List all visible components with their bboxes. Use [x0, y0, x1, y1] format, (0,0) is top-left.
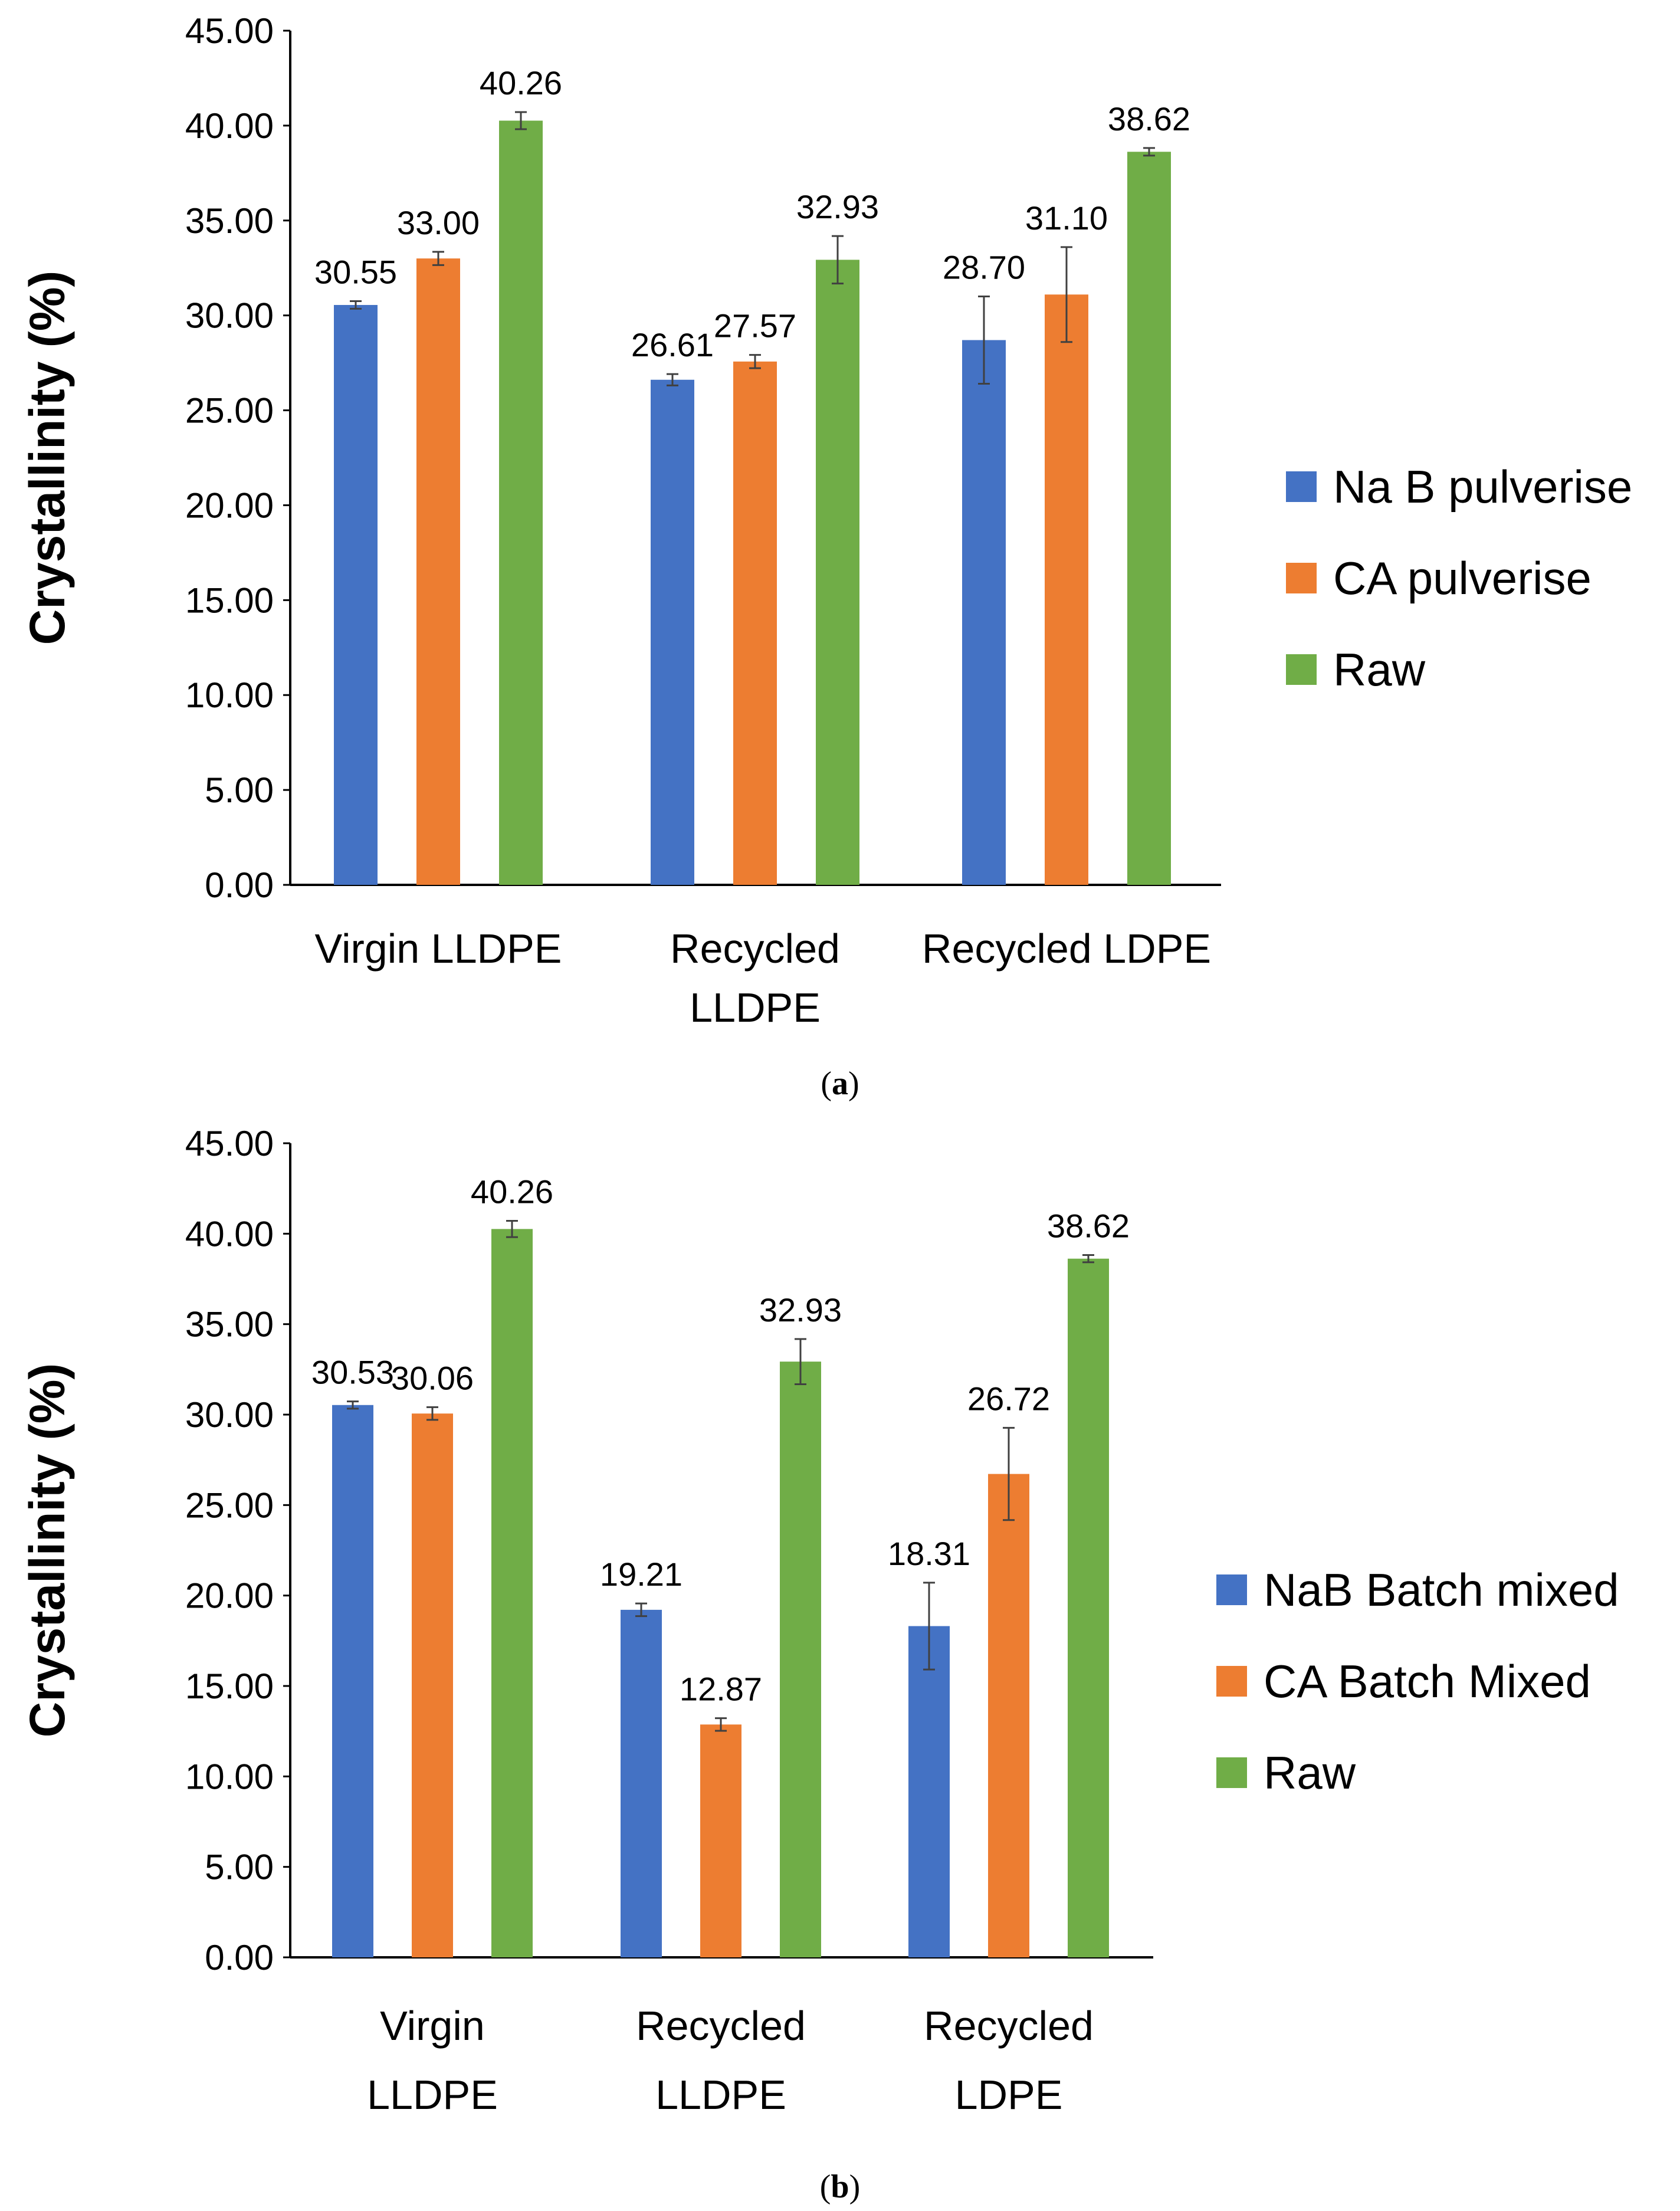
bar	[332, 1405, 373, 1957]
chart-panel-a: 0.00 5.00 10.00 15.00 20.00 25.00 30.00 35.00 40…	[19, 11, 1632, 1102]
y-tick-label: 45.00	[185, 11, 274, 51]
bar	[499, 121, 543, 885]
figure-caption: (b)	[820, 2169, 860, 2205]
y-tick-label: 45.00	[185, 1124, 274, 1163]
bar	[416, 258, 460, 885]
y-tick-label: 30.00	[185, 1395, 274, 1435]
category-label: LLDPE	[367, 2072, 498, 2118]
data-label: 32.93	[759, 1291, 842, 1328]
category-label: LLDPE	[655, 2072, 786, 2118]
y-axis-title: Crystallinity (%)	[19, 1363, 75, 1738]
data-label: 30.06	[391, 1359, 474, 1396]
legend-label: CA Batch Mixed	[1264, 1655, 1591, 1707]
legend-swatch	[1286, 654, 1317, 685]
chart-panel-b: 0.00 5.00 10.00 15.00 20.00 25.00 30.00 35.00 40…	[19, 1124, 1619, 2205]
data-label: 40.26	[480, 64, 562, 101]
data-label: 30.53	[311, 1354, 394, 1391]
data-label: 33.00	[397, 204, 480, 241]
bar	[988, 1474, 1029, 1957]
category-label: Recycled LDPE	[922, 926, 1211, 972]
category-label: Recycled	[670, 926, 840, 972]
category-label: Recycled	[924, 2003, 1094, 2049]
bar	[491, 1229, 533, 1957]
y-tick-label: 20.00	[185, 485, 274, 525]
data-label: 32.93	[796, 188, 879, 225]
legend-label: Raw	[1264, 1747, 1356, 1799]
y-tick-label: 15.00	[185, 1667, 274, 1706]
y-tick-label: 10.00	[185, 675, 274, 715]
category-label: LDPE	[955, 2072, 1063, 2118]
y-tick-label: 40.00	[185, 1214, 274, 1254]
y-tick-label: 15.00	[185, 580, 274, 620]
y-tick-label: 0.00	[205, 1938, 274, 1977]
legend-swatch	[1216, 1666, 1247, 1697]
category-label: Virgin	[380, 2003, 485, 2049]
y-tick-label: 25.00	[185, 1485, 274, 1525]
bar	[733, 362, 777, 885]
legend-swatch	[1216, 1757, 1247, 1788]
y-tick-label: 40.00	[185, 106, 274, 146]
bar	[816, 260, 859, 885]
legend-label: CA pulverise	[1333, 552, 1592, 604]
legend-swatch	[1216, 1574, 1247, 1605]
data-label: 27.57	[714, 307, 796, 345]
legend-label: NaB Batch mixed	[1264, 1564, 1619, 1616]
bar	[700, 1724, 741, 1957]
y-tick-label: 20.00	[185, 1576, 274, 1616]
data-label: 26.72	[967, 1380, 1050, 1417]
y-tick-label: 10.00	[185, 1757, 274, 1796]
bar	[621, 1610, 662, 1957]
figure-caption: (a)	[821, 1065, 859, 1102]
legend-label: Raw	[1333, 644, 1426, 696]
y-tick-label: 35.00	[185, 201, 274, 241]
data-label: 19.21	[600, 1556, 682, 1593]
bar	[651, 380, 694, 885]
bar	[908, 1626, 950, 1957]
y-tick-label: 25.00	[185, 391, 274, 431]
bar	[1068, 1259, 1109, 1957]
category-label: Virgin LLDPE	[315, 926, 562, 972]
data-label: 18.31	[888, 1535, 970, 1572]
y-axis-title: Crystallinity (%)	[19, 271, 75, 645]
data-label: 26.61	[631, 326, 714, 363]
legend-swatch	[1286, 563, 1317, 593]
bar	[334, 305, 378, 885]
data-label: 38.62	[1108, 100, 1190, 137]
legend-label: Na B pulverise	[1333, 461, 1632, 513]
y-tick-label: 35.00	[185, 1305, 274, 1344]
figure: 0.00 5.00 10.00 15.00 20.00 25.00 30.00 35.00 40…	[0, 0, 1680, 2211]
category-label: LLDPE	[690, 985, 821, 1031]
bar	[962, 340, 1006, 885]
data-label: 30.55	[314, 254, 397, 291]
data-label: 38.62	[1047, 1208, 1130, 1245]
y-tick-label: 5.00	[205, 1848, 274, 1887]
bar	[412, 1413, 453, 1957]
bar	[780, 1362, 821, 1957]
data-label: 12.87	[680, 1671, 762, 1708]
data-label: 28.70	[943, 248, 1025, 286]
category-label: Recycled	[636, 2003, 806, 2049]
y-tick-label: 5.00	[205, 770, 274, 810]
data-label: 40.26	[471, 1173, 553, 1211]
data-label: 31.10	[1025, 199, 1108, 237]
y-tick-label: 0.00	[205, 865, 274, 905]
y-tick-label: 30.00	[185, 296, 274, 336]
bar	[1045, 294, 1088, 885]
legend-swatch	[1286, 471, 1317, 502]
bar	[1127, 152, 1171, 885]
